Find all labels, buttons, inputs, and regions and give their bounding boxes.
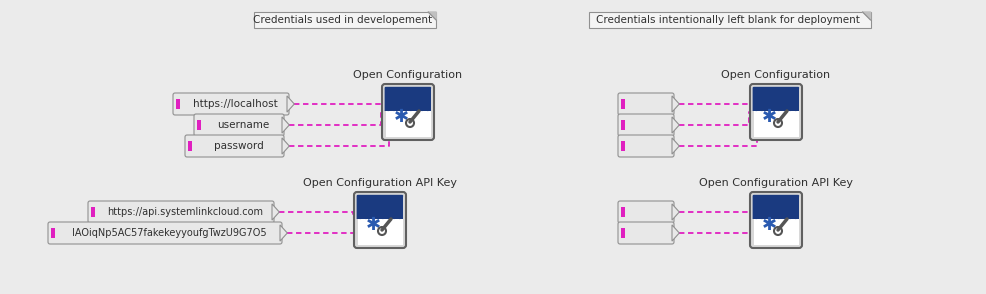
Bar [621,228,625,238]
Text: ✱: ✱ [393,108,408,126]
FancyBboxPatch shape [354,192,406,248]
Polygon shape [863,12,871,20]
Bar [621,98,625,109]
FancyBboxPatch shape [590,12,871,28]
Bar [753,111,799,136]
FancyBboxPatch shape [88,201,274,223]
Text: https://localhost: https://localhost [192,99,277,109]
Bar [358,196,402,219]
FancyBboxPatch shape [618,201,674,223]
FancyBboxPatch shape [750,84,802,140]
Text: Credentials used in developement: Credentials used in developement [253,15,433,25]
Polygon shape [672,117,679,133]
Polygon shape [282,117,289,133]
Polygon shape [672,204,679,220]
FancyBboxPatch shape [618,114,674,136]
Text: ✱: ✱ [366,216,381,234]
Text: Open Configuration API Key: Open Configuration API Key [303,178,457,188]
Bar [91,207,95,217]
FancyBboxPatch shape [618,135,674,157]
Text: Open Configuration: Open Configuration [353,70,462,80]
Bar [753,88,799,111]
Polygon shape [282,138,289,154]
Polygon shape [280,225,287,241]
Polygon shape [672,96,679,112]
Polygon shape [272,204,279,220]
Text: Credentials intentionally left blank for deployment: Credentials intentionally left blank for… [597,15,860,25]
Text: Open Configuration API Key: Open Configuration API Key [699,178,853,188]
Text: https://api.systemlinkcloud.com: https://api.systemlinkcloud.com [107,207,263,217]
Text: password: password [214,141,263,151]
Text: ✱: ✱ [761,216,777,234]
Polygon shape [672,138,679,154]
FancyBboxPatch shape [185,135,284,157]
Bar [753,219,799,245]
Polygon shape [386,88,431,111]
Bar [176,98,180,109]
Bar [753,196,799,219]
FancyBboxPatch shape [253,12,436,28]
Bar [51,228,55,238]
Text: username: username [217,120,269,130]
FancyBboxPatch shape [618,93,674,115]
Bar [197,120,201,131]
Polygon shape [428,12,436,20]
FancyBboxPatch shape [173,93,289,115]
Text: Open Configuration: Open Configuration [722,70,830,80]
Polygon shape [672,225,679,241]
FancyBboxPatch shape [194,114,284,136]
Polygon shape [753,196,799,219]
FancyBboxPatch shape [48,222,282,244]
Bar [386,111,431,136]
Bar [621,120,625,131]
Bar [358,219,402,245]
FancyBboxPatch shape [382,84,434,140]
Polygon shape [753,88,799,111]
Text: IAOiqNp5AC57fakekeyyoufgTwzU9G7O5: IAOiqNp5AC57fakekeyyoufgTwzU9G7O5 [72,228,266,238]
Bar [621,207,625,217]
Text: ✱: ✱ [761,108,777,126]
FancyBboxPatch shape [750,192,802,248]
Bar [188,141,192,151]
FancyBboxPatch shape [618,222,674,244]
Bar [621,141,625,151]
Bar [386,88,431,111]
Polygon shape [358,196,402,219]
Polygon shape [287,96,294,112]
